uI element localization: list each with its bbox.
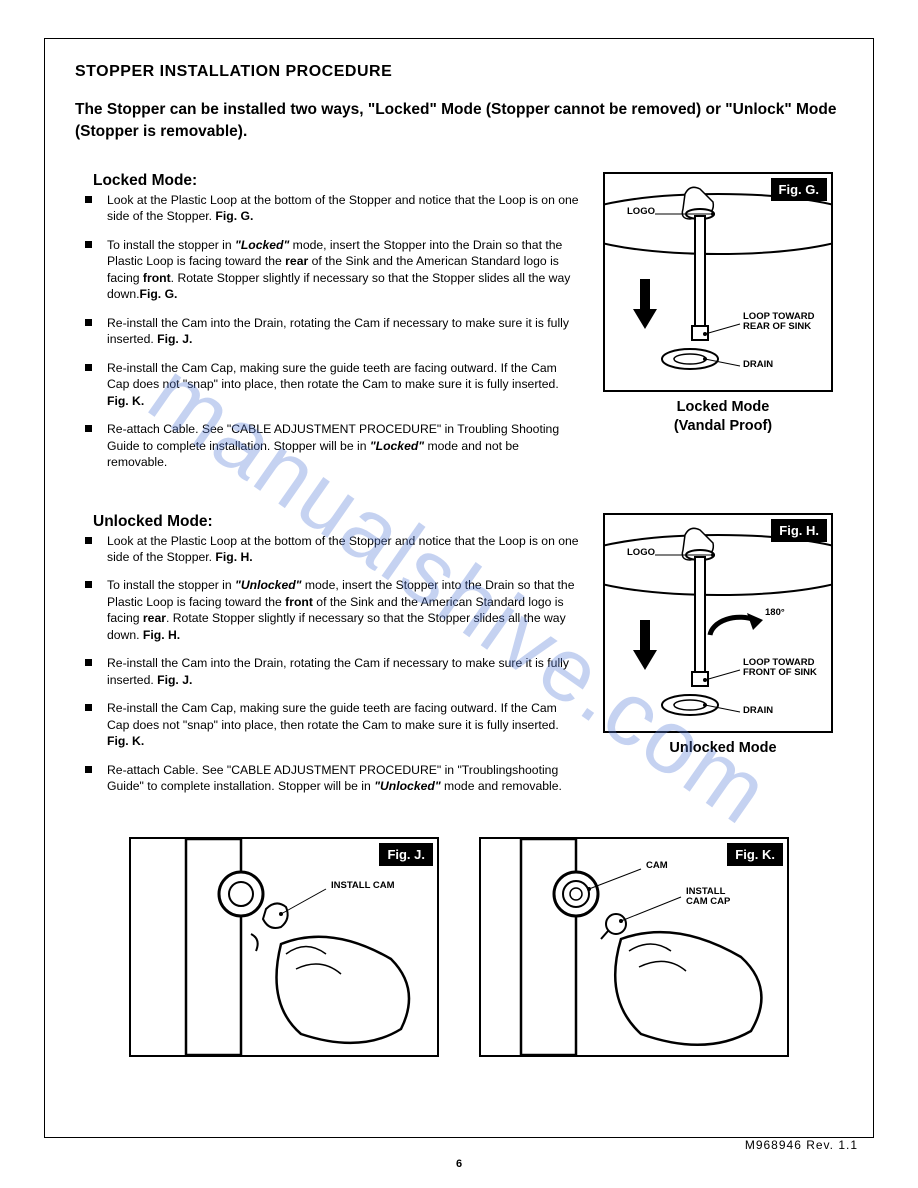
callout-logo: LOGO [627,548,655,558]
list-item: Re-install the Cam into the Drain, rotat… [93,315,581,348]
callout-angle: 180° [765,608,785,618]
list-item: Look at the Plastic Loop at the bottom o… [93,533,581,566]
fig-k-illustration [481,839,787,1055]
callout-loop: LOOP TOWARD REAR OF SINK [743,312,823,333]
section-title: STOPPER INSTALLATION PROCEDURE [75,63,843,81]
list-item: Re-attach Cable. See "CABLE ADJUSTMENT P… [93,762,581,795]
callout-drain: DRAIN [743,706,773,716]
fig-h-caption: Unlocked Mode [603,739,843,758]
page-border: STOPPER INSTALLATION PROCEDURE The Stopp… [44,38,874,1138]
fig-j-label: Fig. J. [379,843,433,866]
unlocked-steps: Look at the Plastic Loop at the bottom o… [75,533,581,795]
fig-h-label: Fig. H. [771,519,827,542]
callout-logo: LOGO [627,207,655,217]
list-item: Re-install the Cam into the Drain, rotat… [93,655,581,688]
list-item: Look at the Plastic Loop at the bottom o… [93,192,581,225]
list-item: Re-install the Cam Cap, making sure the … [93,700,581,749]
list-item: To install the stopper in "Locked" mode,… [93,237,581,303]
list-item: Re-attach Cable. See "CABLE ADJUSTMENT P… [93,421,581,470]
intro-text: The Stopper can be installed two ways, "… [75,99,843,144]
unlocked-text-col: Unlocked Mode: Look at the Plastic Loop … [75,513,581,807]
locked-mode-row: Locked Mode: Look at the Plastic Loop at… [75,172,843,483]
callout-install-cam: INSTALL CAM [331,881,395,891]
locked-mode-title: Locked Mode: [93,172,581,190]
fig-g-caption: Locked Mode(Vandal Proof) [603,398,843,436]
fig-g-col: Fig. G. [603,172,843,483]
fig-j-illustration [131,839,437,1055]
page-number: 6 [456,1158,462,1170]
fig-k-label: Fig. K. [727,843,783,866]
footer-revision: M968946 Rev. 1.1 [745,1138,858,1152]
fig-h-col: Fig. H. [603,513,843,807]
fig-g-box: Fig. G. [603,172,833,392]
bottom-figs-row: Fig. J. INSTALL CAM Fig. K. [75,837,843,1057]
callout-install-cam-cap: INSTALL CAM CAP [686,887,746,908]
fig-k-box: Fig. K. CAM INSTALL CAM CAP [479,837,789,1057]
callout-loop: LOOP TOWARD FRONT OF SINK [743,658,828,679]
callout-cam: CAM [646,861,668,871]
list-item: Re-install the Cam Cap, making sure the … [93,360,581,409]
fig-h-box: Fig. H. [603,513,833,733]
locked-steps: Look at the Plastic Loop at the bottom o… [75,192,581,471]
locked-text-col: Locked Mode: Look at the Plastic Loop at… [75,172,581,483]
fig-g-label: Fig. G. [771,178,827,201]
unlocked-mode-row: Unlocked Mode: Look at the Plastic Loop … [75,513,843,807]
unlocked-mode-title: Unlocked Mode: [93,513,581,531]
list-item: To install the stopper in "Unlocked" mod… [93,577,581,643]
callout-drain: DRAIN [743,360,773,370]
fig-j-box: Fig. J. INSTALL CAM [129,837,439,1057]
